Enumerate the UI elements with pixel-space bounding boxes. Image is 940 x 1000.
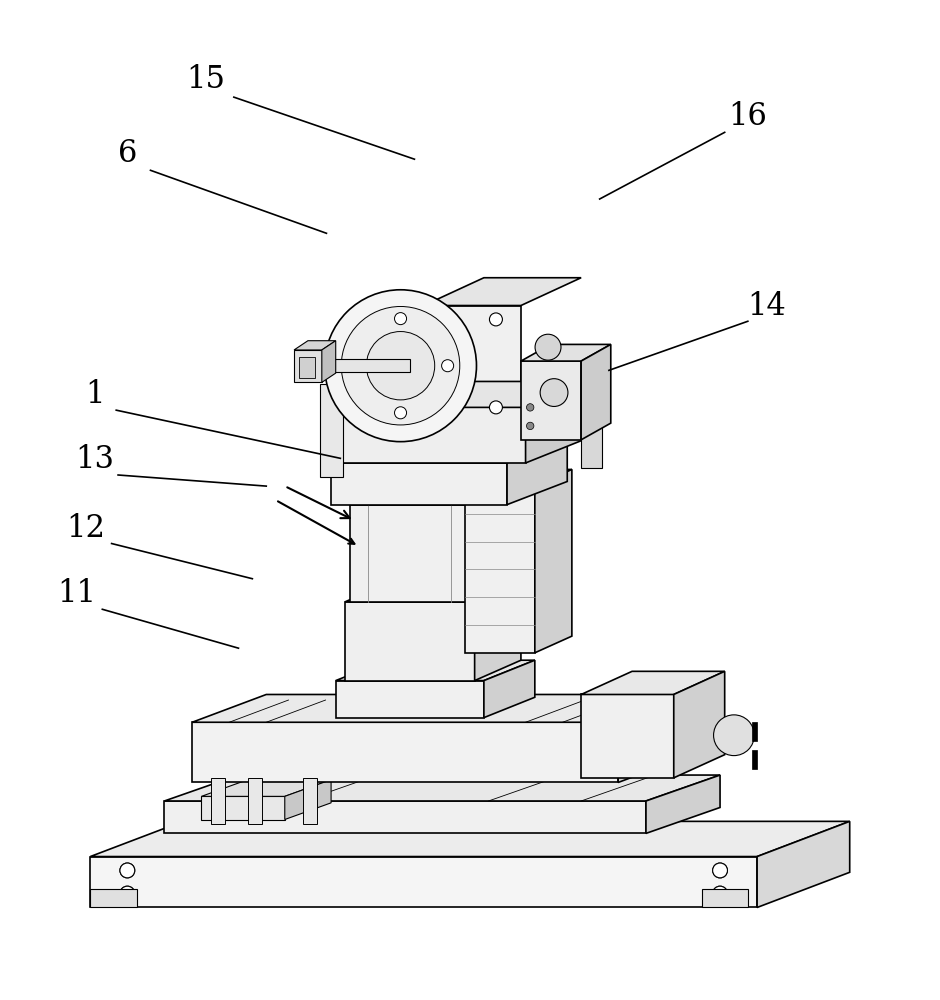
Polygon shape bbox=[674, 671, 725, 778]
Circle shape bbox=[526, 422, 534, 430]
Polygon shape bbox=[294, 341, 336, 350]
Circle shape bbox=[526, 404, 534, 411]
Circle shape bbox=[535, 334, 561, 360]
Circle shape bbox=[713, 863, 728, 878]
Circle shape bbox=[713, 886, 728, 901]
Bar bbox=[336, 681, 484, 718]
Bar bbox=[424, 306, 521, 421]
Bar bbox=[521, 361, 581, 440]
Polygon shape bbox=[757, 821, 850, 907]
Polygon shape bbox=[336, 660, 535, 681]
Bar bbox=[299, 357, 315, 378]
Circle shape bbox=[540, 379, 568, 406]
Polygon shape bbox=[646, 775, 720, 833]
FancyArrowPatch shape bbox=[288, 487, 350, 518]
Polygon shape bbox=[331, 381, 590, 407]
Bar bbox=[752, 750, 757, 769]
Circle shape bbox=[442, 360, 454, 372]
Bar bbox=[320, 384, 343, 477]
Text: 13: 13 bbox=[75, 444, 115, 475]
Polygon shape bbox=[619, 694, 692, 782]
Polygon shape bbox=[475, 581, 521, 681]
Bar bbox=[192, 722, 619, 782]
Polygon shape bbox=[521, 344, 611, 361]
Circle shape bbox=[324, 290, 477, 442]
Circle shape bbox=[433, 401, 446, 414]
Text: 12: 12 bbox=[66, 513, 105, 544]
Bar bbox=[701, 889, 748, 907]
Circle shape bbox=[367, 332, 434, 400]
Circle shape bbox=[433, 313, 446, 326]
Polygon shape bbox=[484, 660, 535, 718]
Bar bbox=[304, 778, 317, 824]
Circle shape bbox=[120, 863, 134, 878]
Bar bbox=[581, 694, 674, 778]
Polygon shape bbox=[331, 440, 567, 463]
Polygon shape bbox=[345, 581, 521, 602]
Circle shape bbox=[348, 360, 359, 372]
Text: 15: 15 bbox=[186, 64, 226, 95]
Polygon shape bbox=[164, 775, 720, 801]
Circle shape bbox=[120, 886, 134, 901]
Bar bbox=[211, 778, 225, 824]
Bar bbox=[350, 505, 470, 602]
Polygon shape bbox=[465, 469, 572, 486]
Polygon shape bbox=[507, 440, 567, 505]
Bar bbox=[90, 889, 136, 907]
Polygon shape bbox=[201, 780, 331, 796]
Text: 16: 16 bbox=[728, 101, 767, 132]
Polygon shape bbox=[424, 278, 581, 306]
Circle shape bbox=[120, 886, 134, 901]
Bar bbox=[752, 722, 757, 741]
Bar bbox=[331, 463, 507, 505]
Bar bbox=[248, 778, 261, 824]
Circle shape bbox=[713, 715, 754, 756]
Circle shape bbox=[341, 306, 460, 425]
Polygon shape bbox=[321, 341, 336, 382]
Text: 6: 6 bbox=[118, 138, 137, 169]
Bar bbox=[201, 796, 285, 820]
Bar bbox=[90, 857, 757, 907]
Bar bbox=[164, 801, 646, 833]
Polygon shape bbox=[90, 821, 850, 857]
Bar bbox=[581, 384, 602, 468]
Bar bbox=[317, 359, 410, 372]
Polygon shape bbox=[285, 780, 331, 820]
Polygon shape bbox=[525, 381, 590, 463]
Polygon shape bbox=[470, 484, 516, 602]
Text: 14: 14 bbox=[747, 291, 786, 322]
Bar bbox=[465, 486, 535, 653]
Circle shape bbox=[490, 401, 502, 414]
Bar bbox=[331, 407, 525, 463]
Circle shape bbox=[120, 863, 134, 878]
Polygon shape bbox=[581, 671, 725, 694]
Circle shape bbox=[713, 886, 728, 901]
Polygon shape bbox=[535, 469, 572, 653]
Polygon shape bbox=[581, 344, 611, 440]
Circle shape bbox=[713, 863, 728, 878]
Circle shape bbox=[490, 313, 502, 326]
Bar bbox=[345, 602, 475, 681]
Text: 1: 1 bbox=[86, 379, 104, 410]
Polygon shape bbox=[350, 484, 516, 505]
Bar bbox=[294, 350, 321, 382]
Text: 11: 11 bbox=[57, 578, 96, 609]
Circle shape bbox=[395, 407, 407, 419]
Circle shape bbox=[395, 313, 407, 325]
Polygon shape bbox=[192, 694, 692, 722]
